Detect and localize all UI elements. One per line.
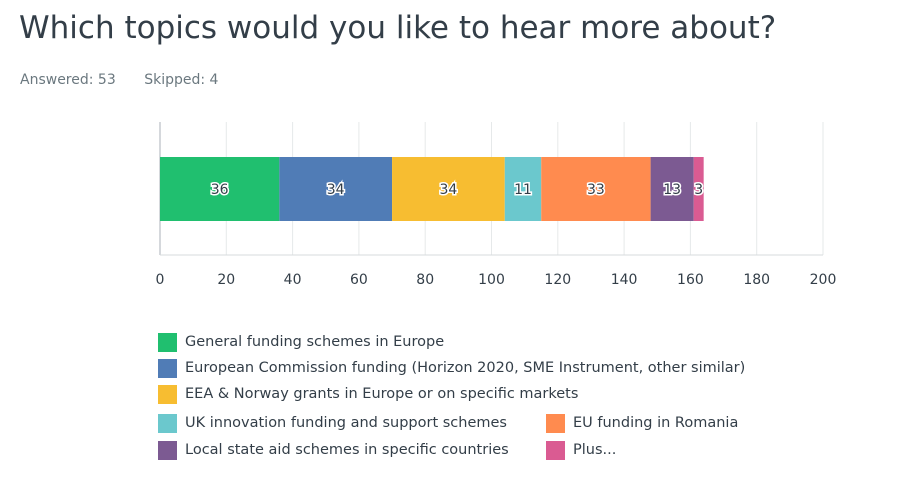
x-tick-label: 160 — [677, 272, 704, 288]
answered-count: Answered: 53 — [20, 72, 116, 88]
legend-swatch — [158, 413, 177, 433]
response-stats: Answered: 53 Skipped: 4 — [20, 72, 242, 88]
legend-swatch — [158, 358, 177, 378]
legend-item-european-commission: European Commission funding (Horizon 202… — [158, 357, 745, 379]
question-title: Which topics would you like to hear more… — [19, 10, 777, 46]
legend-label: General funding schemes in Europe — [185, 334, 445, 350]
legend-item-eu-romania: EU funding in Romania — [546, 412, 738, 434]
legend-label: UK innovation funding and support scheme… — [185, 415, 507, 431]
x-tick-label: 40 — [284, 272, 302, 288]
bar-segment — [504, 157, 542, 221]
legend-swatch — [546, 413, 565, 433]
bar-data-label: 36 — [211, 182, 229, 198]
bar-segment — [693, 157, 704, 221]
x-tick-label: 120 — [544, 272, 571, 288]
legend-item-local-state-aid: Local state aid schemes in specific coun… — [158, 439, 509, 461]
x-tick-label: 60 — [350, 272, 368, 288]
skipped-count: Skipped: 4 — [144, 72, 219, 88]
x-tick-label: 0 — [156, 272, 165, 288]
bar-segment — [650, 157, 694, 221]
bar-data-label: 34 — [439, 182, 457, 198]
legend-swatch — [158, 440, 177, 460]
legend-swatch — [546, 440, 565, 460]
legend-label: EU funding in Romania — [573, 415, 739, 431]
bar-data-label: 34 — [327, 182, 345, 198]
bar-segment — [541, 157, 651, 221]
bar-data-label: 33 — [587, 182, 605, 198]
stacked-bar-chart: 0 20 40 60 80 100 120 140 160 180 200 36 34 34 11 33 13 3 — [156, 122, 837, 288]
bar-segment — [279, 157, 393, 221]
legend-label: EEA & Norway grants in Europe or on spec… — [185, 386, 579, 402]
x-tick-label: 80 — [416, 272, 434, 288]
bar-data-label: 13 — [663, 182, 681, 198]
bar-data-label: 3 — [694, 182, 703, 198]
legend-item-plus: Plus... — [546, 439, 616, 461]
bar-data-label: 11 — [514, 182, 532, 198]
legend-swatch — [158, 332, 177, 352]
legend-item-general-funding: General funding schemes in Europe — [158, 331, 444, 353]
legend-item-eea-norway: EEA & Norway grants in Europe or on spec… — [158, 383, 578, 405]
x-tick-label: 20 — [217, 272, 235, 288]
x-tick-label: 100 — [478, 272, 505, 288]
legend-label: European Commission funding (Horizon 202… — [185, 360, 746, 376]
x-tick-label: 140 — [611, 272, 638, 288]
legend-label: Local state aid schemes in specific coun… — [185, 442, 509, 458]
legend-swatch — [158, 384, 177, 404]
x-tick-label: 180 — [743, 272, 770, 288]
legend-label: Plus... — [573, 442, 617, 458]
legend-item-uk-innovation: UK innovation funding and support scheme… — [158, 412, 507, 434]
bar-segment — [160, 157, 280, 221]
bar-segment — [392, 157, 505, 221]
x-tick-label: 200 — [810, 272, 837, 288]
